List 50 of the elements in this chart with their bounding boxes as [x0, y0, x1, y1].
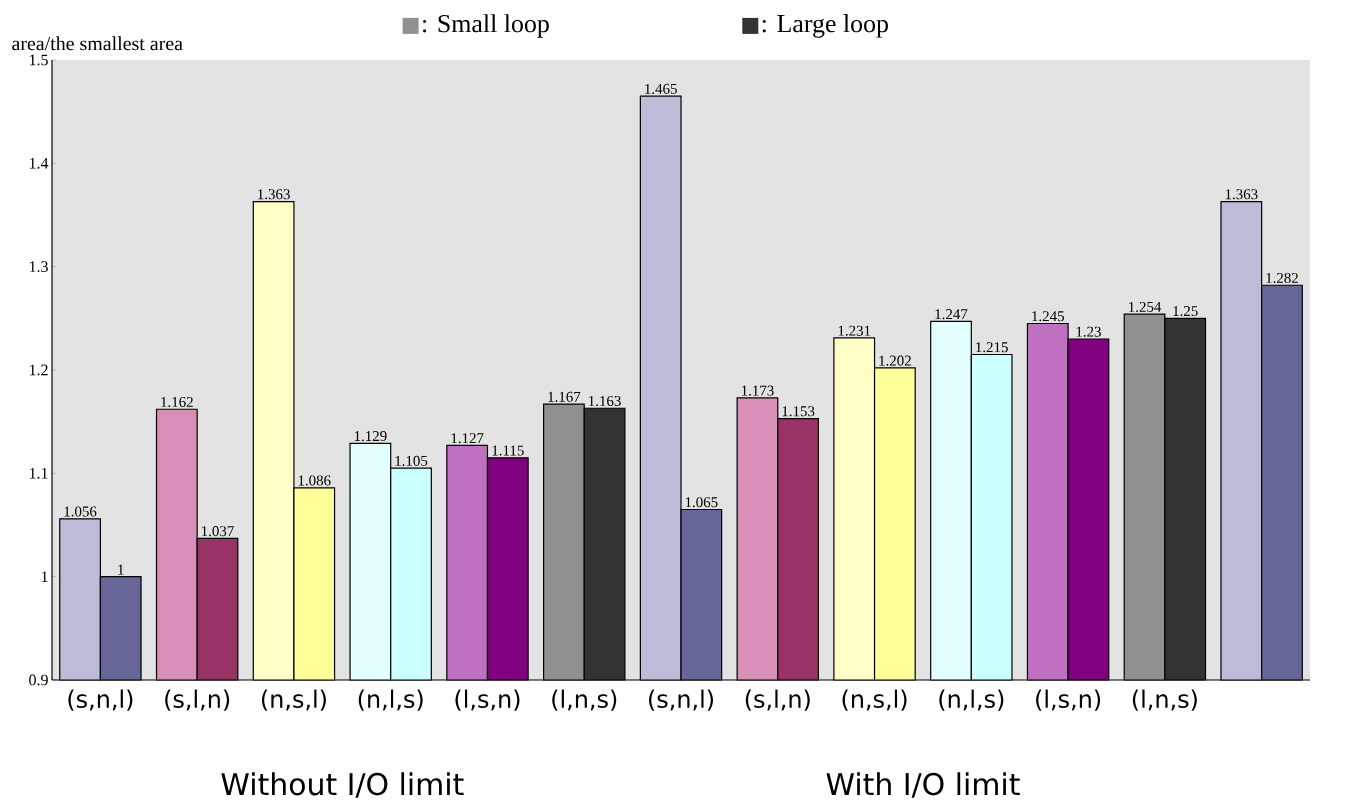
data-label: 1.465 — [645, 83, 677, 94]
data-label: 1.363 — [1225, 189, 1258, 200]
x-tick-label: (l,n,s) — [552, 689, 617, 711]
data-label: 1.115 — [492, 445, 524, 456]
x-tick-label: (s,l,n) — [745, 689, 810, 711]
x-tick-label: (s,n,l) — [68, 689, 133, 711]
data-label: 1.202 — [879, 355, 911, 366]
data-label: 1.153 — [782, 406, 815, 417]
legend-label: : Small loop — [423, 14, 549, 38]
x-tick-label: (n,s,l) — [261, 689, 326, 711]
x-tick-label: (l,s,n) — [455, 689, 520, 711]
data-label: 1.056 — [64, 506, 97, 517]
x-tick-label: (s,l,n) — [165, 689, 230, 711]
x-tick-label: (l,s,n) — [1036, 689, 1101, 711]
data-label: 1.247 — [935, 309, 968, 320]
x-tick-label: (l,n,s) — [1132, 689, 1197, 711]
legend-label: : Large loop — [762, 14, 888, 38]
text: With I/O limit — [826, 772, 1020, 798]
y-tick-label: 1 — [41, 571, 48, 582]
y-tick-label: 0.9 — [29, 674, 48, 686]
data-label: 1 — [118, 564, 124, 575]
data-label: 1.363 — [258, 189, 290, 200]
data-label: 1.167 — [548, 391, 581, 402]
data-label: 1.163 — [589, 395, 621, 407]
x-tick-label: (n,l,s) — [358, 689, 423, 711]
x-tick-label: (n,s,l) — [842, 689, 907, 711]
data-label: 1.037 — [201, 526, 234, 537]
data-label: 1.173 — [741, 385, 774, 396]
data-label: 1.215 — [976, 342, 1008, 353]
y-tick-label: 1.4 — [29, 157, 49, 169]
data-label: 1.254 — [1129, 301, 1162, 312]
y-tick-label: 1.2 — [29, 364, 48, 376]
text: Without I/O limit — [221, 772, 464, 798]
y-axis-title: area/the smallest area — [12, 36, 183, 51]
y-tick-label: 1.3 — [29, 261, 48, 273]
data-label: 1.23 — [1076, 326, 1101, 337]
y-tick-label: 1.1 — [29, 467, 48, 479]
data-label: 1.25 — [1173, 306, 1198, 317]
data-label: 1.245 — [1032, 311, 1065, 322]
data-label: 1.162 — [161, 396, 193, 408]
x-tick-label: (n,l,s) — [939, 689, 1004, 711]
data-label: 1.105 — [395, 455, 428, 466]
y-tick-label: 1.5 — [29, 54, 48, 66]
data-label: 1.127 — [451, 433, 484, 444]
data-label: 1.086 — [298, 475, 331, 486]
data-label: 1.129 — [354, 431, 387, 442]
data-label: 1.231 — [838, 325, 871, 336]
data-label: 1.065 — [685, 497, 718, 508]
x-tick-label: (s,n,l) — [649, 689, 714, 711]
data-label: 1.282 — [1266, 272, 1298, 284]
